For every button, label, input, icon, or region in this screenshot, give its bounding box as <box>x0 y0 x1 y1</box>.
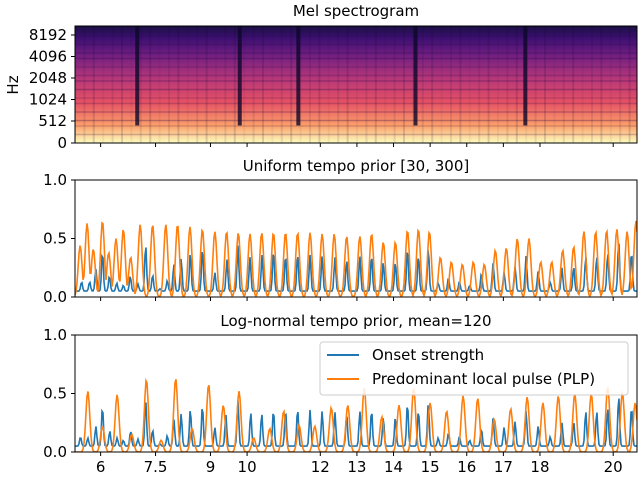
xtick-label: 12 <box>311 458 330 476</box>
ytick-label: 0.5 <box>43 385 67 403</box>
xtick-label: 18 <box>530 458 549 476</box>
xtick-label: 20 <box>604 458 623 476</box>
spectrogram-silence <box>413 26 418 126</box>
ytick-label: 0.0 <box>43 288 67 306</box>
xtick-label: 16 <box>457 458 476 476</box>
legend: Onset strength Predominant local pulse (… <box>319 341 629 396</box>
panel1-title: Mel spectrogram <box>293 2 419 20</box>
panel1-ytick-label: 8192 <box>29 26 67 44</box>
legend-box <box>319 341 629 396</box>
spectrogram-silence <box>523 26 528 126</box>
xtick-label: 17 <box>494 458 513 476</box>
onset-strength-line <box>75 398 637 448</box>
xtick-label: 15 <box>421 458 440 476</box>
mel-spectrogram-panel: Mel spectrogram Hz 0 512 1024 2048 4096 8192 <box>4 2 638 152</box>
spectrogram-silence <box>135 26 140 126</box>
xtick-label: 9 <box>206 458 216 476</box>
xtick-label: 14 <box>384 458 403 476</box>
ytick-label: 1.0 <box>43 326 67 344</box>
xtick-label: 6 <box>96 458 106 476</box>
ytick-label: 0.0 <box>43 443 67 461</box>
panel3-title: Log-normal tempo prior, mean=120 <box>220 312 491 330</box>
legend-plp-label: Predominant local pulse (PLP) <box>372 370 595 388</box>
panel1-frame <box>74 25 638 144</box>
plp-line <box>75 220 637 297</box>
spectrogram-silence <box>237 26 242 126</box>
panel2-title: Uniform tempo prior [30, 300] <box>243 157 470 175</box>
ytick-label: 0.5 <box>43 230 67 248</box>
uniform-prior-panel: Uniform tempo prior [30, 300] 0.0 0.5 1.0 <box>43 157 638 306</box>
panel1-ytick-label: 1024 <box>29 91 67 109</box>
legend-onset-label: Onset strength <box>372 346 484 364</box>
panel1-ytick-label: 0 <box>57 134 67 152</box>
xtick-label: 13 <box>347 458 366 476</box>
spectrogram-image <box>75 26 637 143</box>
panel1-ytick-label: 2048 <box>29 69 67 87</box>
panel1-ytick-label: 4096 <box>29 48 67 66</box>
ytick-label: 1.0 <box>43 171 67 189</box>
spectrogram-silence <box>296 26 301 126</box>
panel1-ytick-label: 512 <box>38 112 67 130</box>
xtick-label: 7.5 <box>144 458 168 476</box>
xtick-label: 10 <box>238 458 257 476</box>
lognormal-prior-panel: Log-normal tempo prior, mean=120 0.0 0.5 1… <box>43 143 638 476</box>
panel1-ylabel: Hz <box>4 75 22 94</box>
